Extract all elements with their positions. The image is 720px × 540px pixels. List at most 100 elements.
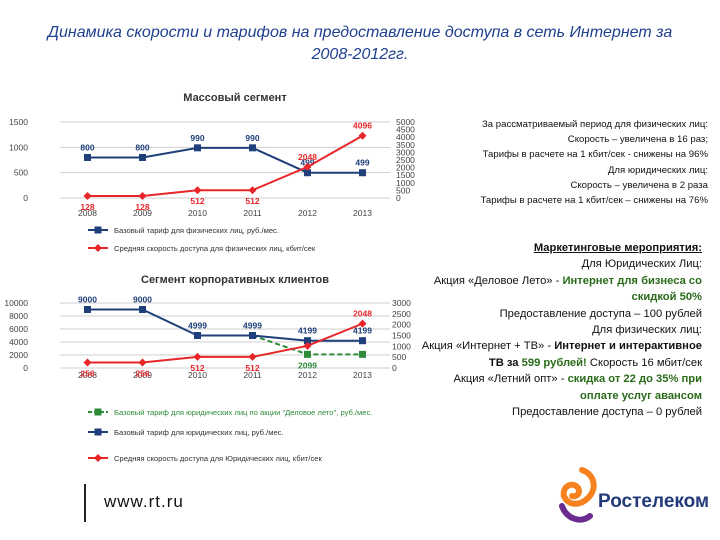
legend-label: Базовый тариф для юридических лиц, руб./… <box>114 428 284 437</box>
series-line <box>87 134 363 198</box>
chart-title: Массовый сегмент <box>183 92 287 104</box>
y-right-tick-label: 3000 <box>396 147 415 157</box>
data-point <box>194 332 201 340</box>
data-label: 4999 <box>188 321 207 331</box>
x-tick-label: 2008 <box>78 208 97 218</box>
data-label: 499 <box>355 158 369 168</box>
data-point <box>83 358 92 367</box>
marketing-heading: Маркетинговые мероприятия: <box>533 242 702 254</box>
data-point <box>248 352 257 361</box>
summary-line: Скорость – увеличена в 16 раз; <box>567 134 708 146</box>
data-label: 4199 <box>298 326 317 336</box>
y-right-tick-label: 4500 <box>396 125 415 135</box>
series-line <box>87 322 363 364</box>
x-tick-label: 2013 <box>353 208 372 218</box>
y-right-tick-label: 500 <box>396 185 410 195</box>
data-label: 9000 <box>133 295 152 305</box>
series-line <box>87 308 363 342</box>
y-right-tick-label: 1000 <box>396 178 415 188</box>
y-left-tick-label: 1500 <box>9 117 28 127</box>
y-left-tick-label: 500 <box>14 168 28 178</box>
x-tick-label: 2013 <box>353 370 372 380</box>
data-label: 4096 <box>353 121 372 131</box>
promo-text: Акция «Интернет + ТВ» - <box>421 340 555 353</box>
data-point <box>249 332 256 340</box>
data-point <box>303 162 312 171</box>
data-point <box>194 144 201 152</box>
y-right-tick-label: 3500 <box>396 140 415 150</box>
data-label: 9000 <box>78 295 97 305</box>
data-point <box>304 169 311 177</box>
data-label: 512 <box>190 363 204 373</box>
legal-label: Для Юридических Лиц: <box>581 258 702 271</box>
connection-price-legal: Предоставление доступа – 100 рублей <box>499 307 702 320</box>
summary-text: За рассматриваемый период для физических… <box>420 117 708 208</box>
y-right-tick-label: 1500 <box>392 331 411 341</box>
data-label: 256 <box>80 368 94 378</box>
data-point <box>139 153 146 161</box>
data-label: 2048 <box>353 309 372 319</box>
y-right-tick-label: 5000 <box>396 117 415 127</box>
summary-line: Скорость – увеличена в 2 раза <box>570 179 708 191</box>
data-label: 990 <box>190 133 204 143</box>
y-left-tick-label: 4000 <box>9 337 28 347</box>
legend-label: Средняя скорость доступа для Юридических… <box>114 454 322 463</box>
promo-bold: Интернет и интерактивное ТВ за <box>488 340 702 369</box>
data-label: 512 <box>245 363 259 373</box>
series-line <box>87 146 363 174</box>
data-point <box>193 352 202 361</box>
y-left-tick-label: 2000 <box>9 350 28 360</box>
data-point <box>304 350 311 358</box>
x-tick-label: 2010 <box>188 208 207 218</box>
data-label: 800 <box>80 142 94 152</box>
x-tick-label: 2008 <box>78 370 97 380</box>
summary-line: Для юридических лиц: <box>607 164 708 176</box>
data-label: 4199 <box>353 326 372 336</box>
data-point <box>359 337 366 345</box>
data-point <box>84 306 91 313</box>
data-point <box>303 341 312 350</box>
y-left-tick-label: 0 <box>23 193 28 203</box>
data-label: 990 <box>245 133 259 143</box>
data-point <box>193 186 202 195</box>
data-label: 4999 <box>243 321 262 331</box>
promo-text: Акция «Летний опт» - <box>453 373 568 386</box>
data-point <box>138 192 147 201</box>
data-point <box>83 192 92 201</box>
promo-internet-tv: Акция «Интернет + ТВ» - Интернет и интер… <box>420 338 702 371</box>
page-title: Динамика скорости и тарифов на предостав… <box>47 24 673 63</box>
data-label: 2048 <box>298 152 317 162</box>
x-tick-label: 2011 <box>243 208 262 218</box>
y-right-tick-label: 2000 <box>396 163 415 173</box>
footer-url-link[interactable]: www.rt.ru <box>104 492 184 511</box>
data-label: 512 <box>190 196 204 206</box>
x-tick-label: 2012 <box>298 208 317 218</box>
y-left-tick-label: 1000 <box>9 142 28 152</box>
y-right-tick-label: 4000 <box>396 132 415 142</box>
data-label: 512 <box>245 196 259 206</box>
x-tick-label: 2009 <box>133 370 152 380</box>
promo-text: Скорость 16 мбит/сек <box>586 356 702 369</box>
individual-label: Для физических лиц: <box>592 324 702 337</box>
y-right-tick-label: 500 <box>392 352 406 362</box>
legend-marker <box>94 244 102 252</box>
legend-marker <box>94 408 102 416</box>
data-point <box>358 319 367 328</box>
rostelecom-logo-icon <box>559 467 597 523</box>
y-right-tick-label: 1500 <box>396 170 415 180</box>
y-right-tick-label: 2500 <box>392 309 411 319</box>
data-point <box>359 350 366 358</box>
y-right-tick-label: 2500 <box>396 155 415 165</box>
data-point <box>358 131 367 140</box>
data-point <box>138 358 147 367</box>
y-left-tick-label: 6000 <box>9 324 28 334</box>
legend-marker <box>94 454 102 462</box>
x-tick-label: 2010 <box>188 370 207 380</box>
data-label: 128 <box>135 202 149 212</box>
connection-price-individual: Предоставление доступа – 0 рублей <box>512 406 702 419</box>
x-tick-label: 2011 <box>243 370 262 380</box>
x-tick-label: 2009 <box>133 208 152 218</box>
y-right-tick-label: 1000 <box>392 341 411 351</box>
y-left-tick-label: 8000 <box>9 311 28 321</box>
